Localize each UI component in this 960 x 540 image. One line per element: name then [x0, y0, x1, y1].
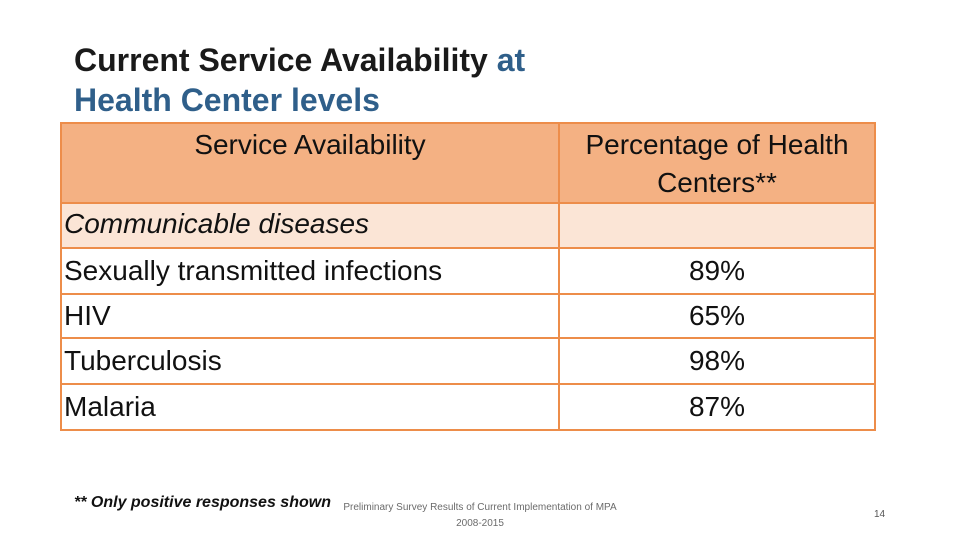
slide-title-part1: Current Service Availability	[74, 42, 497, 78]
source-note: Preliminary Survey Results of Current Im…	[330, 500, 630, 532]
slide-title: Current Service Availability at Health Ce…	[74, 40, 525, 120]
section-empty-cell	[558, 202, 876, 249]
service-cell: HIV	[60, 293, 560, 339]
table-row: Malaria 87%	[60, 383, 876, 431]
slide-title-part2a: at	[496, 42, 526, 78]
header-service-availability: Service Availability	[60, 122, 560, 204]
footnote: ** Only positive responses shown	[74, 494, 331, 511]
section-label: Communicable diseases	[60, 202, 560, 249]
page-number: 14	[874, 509, 886, 520]
table-row: Sexually transmitted infections 89%	[60, 247, 876, 295]
section-row: Communicable diseases	[60, 202, 876, 249]
service-cell: Malaria	[60, 383, 560, 431]
table-row: Tuberculosis 98%	[60, 337, 876, 385]
service-availability-table: Service Availability Percentage of Healt…	[60, 122, 876, 431]
percent-cell: 98%	[558, 337, 876, 385]
percent-cell: 87%	[558, 383, 876, 431]
percent-cell: 65%	[558, 293, 876, 339]
service-cell: Sexually transmitted infections	[60, 247, 560, 295]
header-percentage: Percentage of Health Centers**	[558, 122, 876, 204]
source-line1: Preliminary Survey Results of Current Im…	[343, 502, 617, 513]
table-header-row: Service Availability Percentage of Healt…	[60, 122, 876, 204]
slide-title-part2b: Health Center levels	[74, 82, 380, 118]
source-line2: 2008-2015	[456, 518, 504, 529]
slide-title-accent: at Health Center levels	[74, 42, 525, 118]
table-row: HIV 65%	[60, 293, 876, 339]
service-cell: Tuberculosis	[60, 337, 560, 385]
percent-cell: 89%	[558, 247, 876, 295]
